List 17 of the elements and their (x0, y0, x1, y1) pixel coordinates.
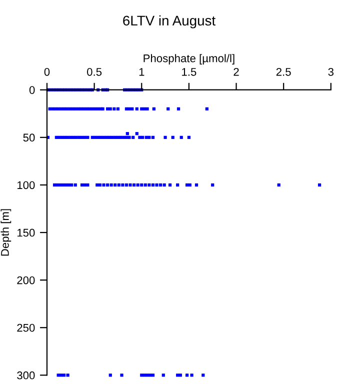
x-tick-label: 2.5 (276, 68, 291, 76)
y-axis-title: Depth [m] (0, 209, 12, 256)
x-tick-label: 0 (44, 68, 50, 76)
y-tick-label: 100 (17, 181, 35, 190)
x-tick-label: 3 (328, 68, 334, 76)
y-tick-label: 0 (29, 86, 35, 94)
x-tick-label: 2 (234, 68, 239, 76)
y-tick-label: 300 (17, 371, 35, 380)
chart-title: 6LTV in August (123, 15, 216, 28)
y-tick-label: 200 (17, 276, 35, 284)
y-tick-label: 250 (17, 324, 35, 332)
y-tick-label: 50 (23, 134, 35, 142)
y-tick-label: 150 (17, 228, 35, 237)
x-tick-label: 0.5 (87, 68, 102, 76)
x-tick-label: 1.5 (182, 68, 196, 76)
x-axis-title: Phosphate [µmol/l] (144, 54, 234, 64)
x-tick-label: 1 (139, 68, 144, 76)
